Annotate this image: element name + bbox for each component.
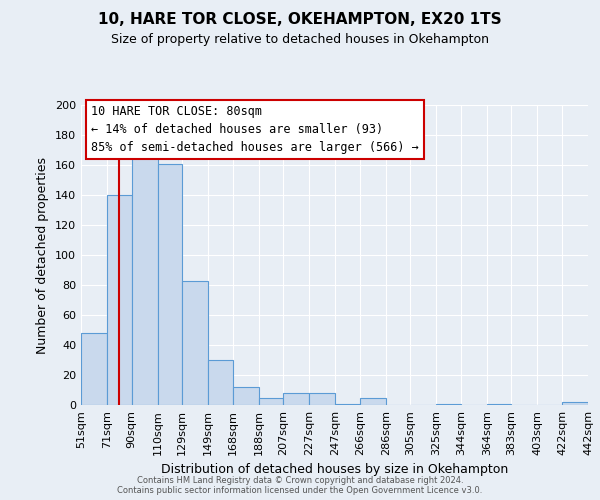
Bar (107, 195, 131, 405)
Bar (335, 404, 360, 405)
Bar (158, 164, 182, 405)
Bar (562, 402, 588, 405)
Bar (487, 404, 511, 405)
Text: 10 HARE TOR CLOSE: 80sqm
← 14% of detached houses are smaller (93)
85% of semi-d: 10 HARE TOR CLOSE: 80sqm ← 14% of detach… (91, 105, 419, 154)
Bar (233, 387, 259, 405)
Text: Size of property relative to detached houses in Okehampton: Size of property relative to detached ho… (111, 32, 489, 46)
Bar (208, 360, 233, 405)
Bar (259, 398, 283, 405)
Bar (436, 404, 461, 405)
X-axis label: Distribution of detached houses by size in Okehampton: Distribution of detached houses by size … (161, 464, 508, 476)
Bar (360, 398, 386, 405)
Text: Contains public sector information licensed under the Open Government Licence v3: Contains public sector information licen… (118, 486, 482, 495)
Bar (182, 280, 208, 405)
Bar (131, 154, 158, 405)
Bar (309, 393, 335, 405)
Y-axis label: Number of detached properties: Number of detached properties (37, 156, 49, 354)
Bar (283, 393, 309, 405)
Text: 10, HARE TOR CLOSE, OKEHAMPTON, EX20 1TS: 10, HARE TOR CLOSE, OKEHAMPTON, EX20 1TS (98, 12, 502, 28)
Text: Contains HM Land Registry data © Crown copyright and database right 2024.: Contains HM Land Registry data © Crown c… (137, 476, 463, 485)
Bar (81, 333, 107, 405)
